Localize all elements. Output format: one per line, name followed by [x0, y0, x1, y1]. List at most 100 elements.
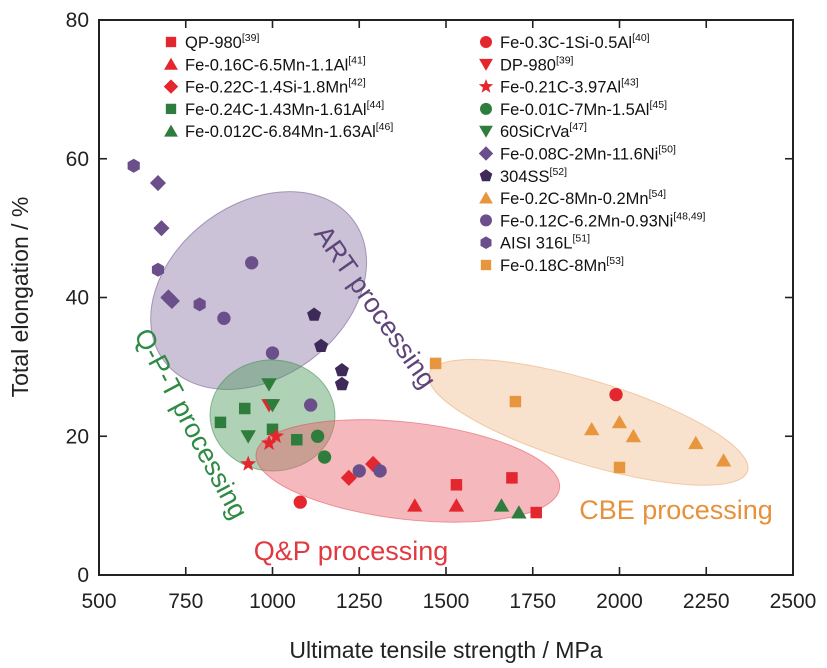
legend-marker-qp-980 — [165, 36, 177, 48]
x-tick-label: 2000 — [596, 590, 643, 613]
legend-marker-fe-0-01c-7mn-1-5al — [480, 102, 492, 115]
legend-label-60sicrva: 60SiCrVa[47] — [500, 121, 587, 141]
legend-label-fe-0-22c-1-4si-1-8mn: Fe-0.22C-1.4Si-1.8Mn[42] — [185, 77, 366, 97]
legend-marker-fe-0-2c-8mn-0-2mn — [479, 191, 493, 204]
point-qp-980-0 — [450, 479, 463, 491]
legend-marker-fe-0-18c-8mn — [480, 259, 492, 271]
point-fe-0-2c-8mn-0-2mn-3 — [688, 435, 704, 450]
point-fe-0-2c-8mn-0-2mn-4 — [715, 453, 732, 467]
point-fe-0-24c-1-43mn-1-61al-3 — [291, 433, 303, 446]
legend-marker-fe-0-21c-3-97al — [478, 79, 494, 93]
y-tick-label: 60 — [66, 148, 89, 171]
x-tick-label: 500 — [81, 590, 116, 613]
y-tick-label: 0 — [77, 564, 89, 587]
point-fe-0-12c-6-2mn-0-93ni-1 — [217, 311, 231, 325]
x-tick-label: 2500 — [770, 590, 817, 613]
point-aisi-316l-2 — [193, 297, 206, 312]
point-fe-0-18c-8mn-1 — [509, 395, 522, 408]
x-axis-ticks: 500 750 1000 1250 1500 1750 2000 2250 2500 — [81, 20, 816, 613]
point-fe-0-2c-8mn-0-2mn-1 — [611, 415, 628, 429]
point-fe-0-16c-6-5mn-1-1al-0 — [407, 498, 423, 512]
y-axis-ticks: 0 20 40 60 80 — [66, 9, 793, 587]
legend-marker-304ss — [479, 169, 493, 182]
x-tick-label: 1500 — [423, 590, 470, 613]
legend-marker-fe-0-3c-1si-0-5al — [480, 36, 492, 48]
point-fe-0-12c-6-2mn-0-93ni-2 — [265, 346, 280, 360]
point-60sicrva-2 — [264, 399, 281, 413]
legend-marker-fe-0-16c-6-5mn-1-1al — [164, 57, 178, 70]
point-fe-0-24c-1-43mn-1-61al-0 — [214, 416, 227, 429]
point-304ss-3 — [334, 376, 349, 391]
point-aisi-316l-1 — [151, 262, 165, 277]
point-qp-980-1 — [506, 472, 518, 484]
legend-marker-fe-0-012c-6-84mn-1-63al — [164, 124, 178, 137]
point-fe-0-012c-6-84mn-1-63al-1 — [511, 505, 527, 519]
point-fe-0-08c-2mn-11-6ni-1 — [153, 220, 170, 237]
point-fe-0-12c-6-2mn-0-93ni-5 — [373, 464, 387, 478]
legend-label-aisi-316l: AISI 316L[51] — [500, 233, 590, 253]
y-tick-label: 40 — [66, 287, 89, 310]
legend-label-qp-980: QP-980[39] — [185, 32, 259, 52]
point-fe-0-16c-6-5mn-1-1al-1 — [448, 498, 465, 512]
legend-label-fe-0-16c-6-5mn-1-1al: Fe-0.16C-6.5Mn-1.1Al[41] — [185, 54, 366, 74]
point-fe-0-24c-1-43mn-1-61al-2 — [266, 423, 279, 436]
point-fe-0-2c-8mn-0-2mn-0 — [584, 422, 600, 436]
point-60sicrva-0 — [240, 430, 256, 444]
point-fe-0-3c-1si-0-5al-0 — [293, 495, 307, 509]
point-fe-0-3c-1si-0-5al-1 — [609, 387, 623, 402]
legend-label-fe-0-3c-1si-0-5al: Fe-0.3C-1Si-0.5Al[40] — [500, 32, 650, 52]
data-points — [127, 158, 732, 519]
point-fe-0-12c-6-2mn-0-93ni-4 — [352, 464, 366, 478]
x-tick-label: 2250 — [683, 590, 730, 613]
x-tick-label: 1000 — [249, 590, 296, 613]
point-fe-0-21c-3-97al-0 — [240, 455, 257, 471]
legend-marker-fe-0-08c-2mn-11-6ni — [478, 146, 494, 161]
point-fe-0-12c-6-2mn-0-93ni-0 — [245, 256, 259, 270]
legend-marker-dp-980 — [479, 58, 493, 71]
point-60sicrva-1 — [261, 378, 277, 392]
legend-label-fe-0-21c-3-97al: Fe-0.21C-3.97Al[43] — [500, 77, 639, 97]
x-tick-label: 1750 — [509, 590, 556, 613]
legend-label-fe-0-12c-6-2mn-0-93ni: Fe-0.12C-6.2Mn-0.93Ni[48,49] — [500, 210, 706, 230]
point-fe-0-18c-8mn-2 — [613, 461, 626, 474]
legend-marker-fe-0-12c-6-2mn-0-93ni — [480, 214, 492, 227]
point-fe-0-21c-3-97al-1 — [261, 434, 277, 450]
point-fe-0-08c-2mn-11-6ni-3 — [163, 292, 180, 309]
region-q-p-t-processing — [209, 359, 336, 472]
region-cbe-processing — [428, 358, 749, 486]
legend-label-fe-0-012c-6-84mn-1-63al: Fe-0.012C-6.84Mn-1.63Al[46] — [185, 121, 393, 141]
legend-label-fe-0-01c-7mn-1-5al: Fe-0.01C-7Mn-1.5Al[45] — [500, 99, 667, 119]
point-fe-0-24c-1-43mn-1-61al-1 — [239, 402, 251, 415]
point-fe-0-22c-1-4si-1-8mn-1 — [340, 469, 357, 486]
y-tick-label: 80 — [66, 9, 89, 32]
point-fe-0-01c-7mn-1-5al-1 — [317, 450, 332, 464]
legend-label-fe-0-18c-8mn: Fe-0.18C-8Mn[53] — [500, 255, 624, 275]
legend-label-304ss: 304SS[52] — [500, 166, 567, 186]
x-axis-label: Ultimate tensile strength / MPa — [289, 637, 602, 663]
region-art-processing — [150, 191, 368, 390]
y-axis-label: Total elongation / % — [7, 197, 33, 398]
point-fe-0-22c-1-4si-1-8mn-0 — [365, 455, 382, 473]
region-q-p-processing — [255, 419, 561, 523]
y-tick-label: 20 — [66, 425, 89, 448]
legend-marker-60sicrva — [479, 125, 493, 138]
region-label-cbe-processing: CBE processing — [579, 495, 773, 525]
legend-marker-aisi-316l — [480, 236, 492, 249]
legend-label-fe-0-08c-2mn-11-6ni: Fe-0.08C-2Mn-11.6Ni[50] — [500, 144, 676, 164]
legend-marker-fe-0-22c-1-4si-1-8mn — [163, 79, 179, 94]
point-fe-0-2c-8mn-0-2mn-2 — [625, 428, 642, 443]
region-label-q-p-processing: Q&P processing — [254, 536, 449, 566]
point-fe-0-08c-2mn-11-6ni-0 — [149, 175, 166, 192]
legend-label-fe-0-2c-8mn-0-2mn: Fe-0.2C-8Mn-0.2Mn[54] — [500, 188, 666, 208]
x-tick-label: 1250 — [336, 590, 383, 613]
point-fe-0-01c-7mn-1-5al-0 — [310, 429, 325, 443]
point-fe-0-18c-8mn-0 — [429, 357, 442, 370]
legend-label-dp-980: DP-980[39] — [500, 54, 574, 74]
point-fe-0-21c-3-97al-2 — [268, 427, 284, 443]
point-304ss-1 — [314, 338, 329, 352]
point-fe-0-012c-6-84mn-1-63al-0 — [493, 498, 510, 512]
point-qp-980-2 — [530, 506, 542, 519]
legend: QP-980[39]Fe-0.16C-6.5Mn-1.1Al[41] Fe-0.2… — [163, 32, 706, 275]
legend-label-fe-0-24c-1-43mn-1-61al: Fe-0.24C-1.43Mn-1.61Al[44] — [185, 99, 384, 119]
